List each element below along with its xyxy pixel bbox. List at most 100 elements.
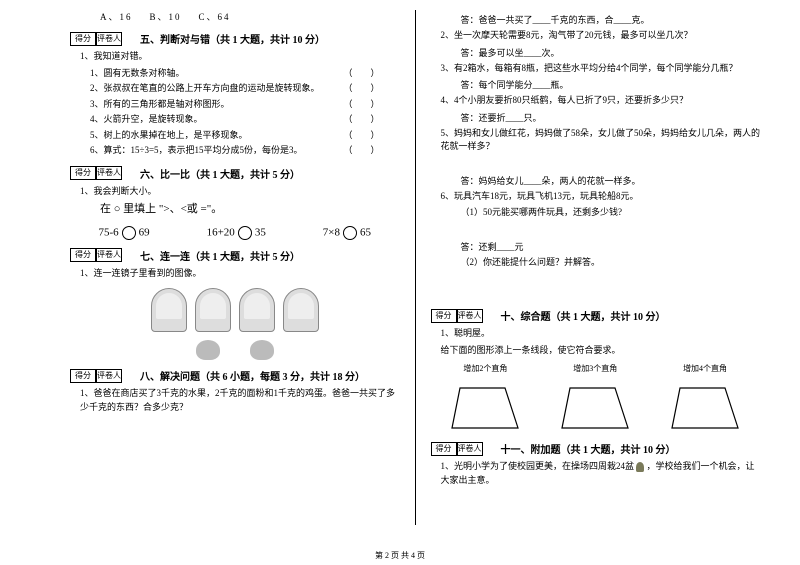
sec5-i1-text: 1、圆有无数条对称轴。 (90, 67, 185, 81)
q6: 6、玩具汽车18元，玩具飞机13元，玩具轮船8元。 (441, 190, 761, 204)
sec11-q1a: 1、光明小学为了使校园更美，在操场四周栽24盆 (441, 461, 635, 471)
score-box: 得分 (70, 32, 96, 46)
paren: （ ） (343, 82, 379, 96)
sec7-title: 七、连一连（共 1 大题，共计 5 分） (140, 248, 300, 263)
sec5-i2-text: 2、张叔叔在笔直的公路上开车方向盘的运动是旋转现象。 (90, 82, 320, 96)
trapezoid-shape (670, 383, 740, 433)
circle-icon (343, 226, 357, 240)
paren: （ ） (343, 98, 379, 112)
q6-2: （2）你还能提什么问题？并解答。 (461, 256, 761, 270)
score-box: 得分 (70, 369, 96, 383)
sec5-header: 得分 评卷人 五、判断对与错（共 1 大题，共计 10 分） (70, 31, 400, 46)
score-box: 得分 (431, 442, 457, 456)
sec5-i3: 3、所有的三角形都是轴对称图形。 （ ） (90, 98, 400, 112)
shape-labels: 增加2个直角 增加3个直角 增加4个直角 (431, 363, 761, 377)
score-box: 得分 (431, 309, 457, 323)
mirror-image (151, 288, 187, 332)
a1: 答：爸爸一共买了____千克的东西，合____克。 (461, 13, 761, 26)
spacer (431, 272, 761, 300)
page-footer: 第 2 页 共 4 页 (0, 550, 800, 561)
sec6-title: 六、比一比（共 1 大题，共计 5 分） (140, 166, 300, 181)
mc-options: A、16 B、10 C、64 (100, 10, 400, 23)
sec5-title: 五、判断对与错（共 1 大题，共计 10 分） (140, 31, 325, 46)
c1b: 69 (139, 226, 150, 238)
c2a: 16+20 (207, 226, 235, 238)
left-column: A、16 B、10 C、64 得分 评卷人 五、判断对与错（共 1 大题，共计 … (60, 10, 410, 525)
c3b: 65 (360, 226, 371, 238)
lbl2: 增加3个直角 (573, 363, 617, 374)
reviewer-box: 评卷人 (457, 309, 483, 323)
character-image (250, 340, 274, 360)
sec11-q1: 1、光明小学为了使校园更美，在操场四周栽24盆 ，学校给我们一个机会，让大家出主… (441, 460, 761, 487)
score-box: 得分 (70, 166, 96, 180)
page-container: A、16 B、10 C、64 得分 评卷人 五、判断对与错（共 1 大题，共计 … (0, 0, 800, 545)
sec5-i5: 5、树上的水果掉在地上，是平移现象。 （ ） (90, 129, 400, 143)
paren: （ ） (343, 144, 379, 158)
sec5-i6: 6、算式：15÷3=5，表示把15平均分成5份，每份是3。 （ ） (90, 144, 400, 158)
lbl3: 增加4个直角 (683, 363, 727, 374)
paren: （ ） (343, 67, 379, 81)
sec8-header: 得分 评卷人 八、解决问题（共 6 小题，每题 3 分，共计 18 分） (70, 368, 400, 383)
cmp3: 7×8 65 (323, 226, 371, 240)
reviewer-box: 评卷人 (457, 442, 483, 456)
reviewer-box: 评卷人 (96, 369, 122, 383)
lbl1: 增加2个直角 (463, 363, 507, 374)
circle-icon (122, 226, 136, 240)
trapezoid-shape (450, 383, 520, 433)
paren: （ ） (343, 113, 379, 127)
paren: （ ） (343, 129, 379, 143)
score-box: 得分 (70, 248, 96, 262)
reviewer-box: 评卷人 (96, 166, 122, 180)
opt-a: A、16 (100, 12, 133, 22)
sec10-header: 得分 评卷人 十、综合题（共 1 大题，共计 10 分） (431, 308, 761, 323)
sec5-i6-text: 6、算式：15÷3=5，表示把15平均分成5份，每份是3。 (90, 144, 303, 158)
q2: 2、坐一次摩天轮需要8元，淘气带了20元钱，最多可以坐几次？ (441, 29, 761, 43)
sec5-i5-text: 5、树上的水果掉在地上，是平移现象。 (90, 129, 248, 143)
spacer (431, 223, 761, 237)
c1a: 75-6 (98, 226, 118, 238)
sec10-lead: 1、聪明屋。 (441, 327, 761, 341)
sec6-instruction: 在 ○ 里填上 ">、<或 ="。 (100, 201, 400, 218)
trapezoid-shape (560, 383, 630, 433)
mirror-image (283, 288, 319, 332)
sec10-instr: 给下面的图形添上一条线段，使它符合要求。 (441, 344, 761, 358)
sec7-header: 得分 评卷人 七、连一连（共 1 大题，共计 5 分） (70, 248, 400, 263)
q3: 3、有2箱水，每箱有8瓶，把这些水平均分给4个同学，每个同学能分几瓶？ (441, 62, 761, 76)
mirror-row (70, 288, 400, 332)
a4: 答：还要折____只。 (461, 111, 761, 124)
sec10-title: 十、综合题（共 1 大题，共计 10 分） (501, 308, 666, 323)
reviewer-box: 评卷人 (96, 32, 122, 46)
cmp2: 16+20 35 (207, 226, 266, 240)
a6-1: 答：还剩____元 (461, 240, 761, 253)
sec5-lead: 1、我知道对错。 (80, 50, 400, 64)
sec7-lead: 1、连一连镜子里看到的图像。 (80, 267, 400, 281)
c2b: 35 (255, 226, 266, 238)
sec6-header: 得分 评卷人 六、比一比（共 1 大题，共计 5 分） (70, 166, 400, 181)
sec8-title: 八、解决问题（共 6 小题，每题 3 分，共计 18 分） (140, 368, 365, 383)
sec11-header: 得分 评卷人 十一、附加题（共 1 大题，共计 10 分） (431, 441, 761, 456)
reviewer-box: 评卷人 (96, 248, 122, 262)
spacer (431, 157, 761, 171)
sec6-lead: 1、我会判断大小。 (80, 185, 400, 199)
sec8-q1: 1、爸爸在商店买了3千克的水果，2千克的面粉和1千克的鸡蛋。爸爸一共买了多少千克… (80, 387, 400, 414)
circle-icon (238, 226, 252, 240)
opt-c: C、64 (199, 12, 231, 22)
a3: 答：每个同学能分____瓶。 (461, 78, 761, 91)
character-image (196, 340, 220, 360)
opt-b: B、10 (150, 12, 182, 22)
sec5-i4: 4、火箭升空，是旋转现象。 （ ） (90, 113, 400, 127)
sec5-i2: 2、张叔叔在笔直的公路上开车方向盘的运动是旋转现象。 （ ） (90, 82, 400, 96)
q5: 5、妈妈和女儿做红花，妈妈做了58朵，女儿做了50朵，妈妈给女儿几朵，两人的花就… (441, 127, 761, 154)
cmp1: 75-6 69 (98, 226, 149, 240)
column-divider (415, 10, 416, 525)
compare-row: 75-6 69 16+20 35 7×8 65 (70, 226, 400, 240)
c3a: 7×8 (323, 226, 340, 238)
char-row (70, 340, 400, 360)
sec5-i3-text: 3、所有的三角形都是轴对称图形。 (90, 98, 230, 112)
a5: 答：妈妈给女儿____朵，两人的花就一样多。 (461, 174, 761, 187)
sec5-i4-text: 4、火箭升空，是旋转现象。 (90, 113, 203, 127)
mirror-image (239, 288, 275, 332)
a2: 答：最多可以坐____次。 (461, 46, 761, 59)
mirror-image (195, 288, 231, 332)
plant-icon (636, 462, 644, 472)
